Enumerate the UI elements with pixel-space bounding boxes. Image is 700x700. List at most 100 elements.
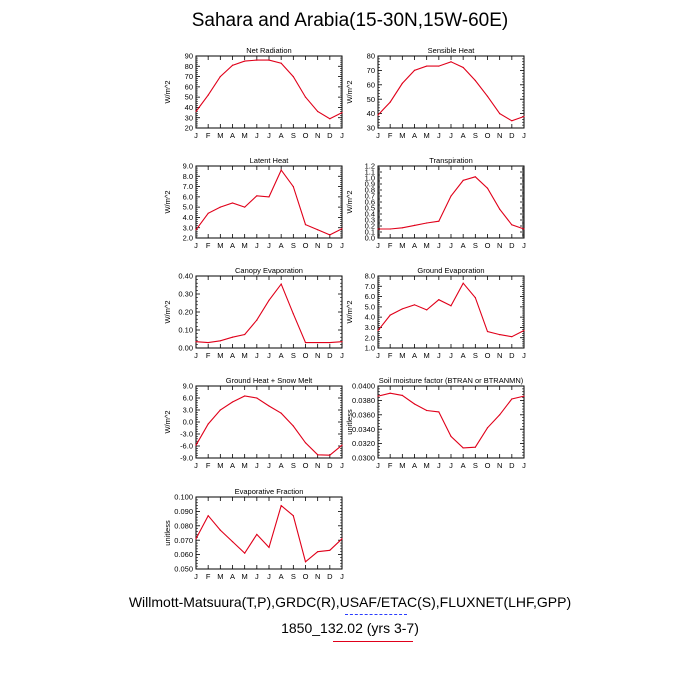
x-tick-label: J <box>255 241 259 250</box>
data-point <box>244 552 246 554</box>
data-point <box>317 551 319 553</box>
y-tick-label: 1.0 <box>365 344 375 353</box>
data-point <box>401 82 403 84</box>
x-tick-label: J <box>522 131 526 140</box>
series-line <box>195 282 343 344</box>
x-tick-label: J <box>449 241 453 250</box>
y-tick-label: 0.060 <box>174 550 193 559</box>
y-tick-label: 30 <box>185 113 193 122</box>
y-tick-label: 5.0 <box>183 203 193 212</box>
y-axis-label: W/m^2 <box>163 410 172 433</box>
panel-title: Net Radiation <box>246 46 291 55</box>
data-point <box>511 398 513 400</box>
x-tick-label: A <box>279 131 284 140</box>
y-tick-label: 0.0300 <box>352 454 375 463</box>
y-axis-label: W/m^2 <box>345 80 354 103</box>
data-point <box>292 515 294 517</box>
panel-frame <box>195 55 343 129</box>
x-tick-label: N <box>497 241 502 250</box>
y-tick-label: -3.0 <box>180 430 193 439</box>
y-tick-label: 0.050 <box>174 565 193 574</box>
data-point <box>511 120 513 122</box>
x-tick-label: A <box>461 461 466 470</box>
x-tick-label: J <box>255 572 259 581</box>
x-tick-label: A <box>412 351 417 360</box>
x-tick-label: M <box>424 241 430 250</box>
y-tick-label: 6.0 <box>183 192 193 201</box>
x-tick-label: J <box>449 461 453 470</box>
y-tick-label: 0.090 <box>174 507 193 516</box>
x-tick-label: A <box>412 241 417 250</box>
y-tick-label: 70 <box>367 66 375 75</box>
x-tick-label: F <box>206 351 211 360</box>
footer-case-label: 1850_132.02 (yrs 3-7) <box>281 620 419 636</box>
panel-frame <box>377 275 525 349</box>
x-tick-label: J <box>194 241 198 250</box>
data-point <box>280 169 282 171</box>
data-point <box>474 446 476 448</box>
data-point <box>499 113 501 115</box>
y-tick-label: 9.0 <box>183 382 193 391</box>
y-tick-label: 40 <box>185 103 193 112</box>
data-point <box>523 395 525 397</box>
data-point <box>207 342 209 344</box>
data-point <box>341 111 343 114</box>
x-tick-label: S <box>473 241 478 250</box>
data-point <box>450 195 452 197</box>
y-tick-label: 0.00 <box>178 344 193 353</box>
series-line <box>195 504 343 563</box>
y-tick-label: 0.2 <box>365 222 375 231</box>
x-tick-label: J <box>376 461 380 470</box>
x-tick-label: D <box>327 572 333 581</box>
panel-frame <box>195 165 343 239</box>
x-tick-label: D <box>327 461 333 470</box>
data-point <box>438 220 440 222</box>
y-tick-label: 1.2 <box>365 162 375 171</box>
data-point <box>401 308 403 310</box>
data-point <box>474 79 476 82</box>
y-tick-label: 7.0 <box>365 282 375 291</box>
data-point <box>377 228 379 230</box>
data-point <box>486 95 489 97</box>
data-point <box>195 538 197 540</box>
panel-6: Ground Heat + Snow Melt W/m^2 -9.0 -6.0 -3.0… <box>163 376 344 470</box>
x-tick-label: J <box>376 131 380 140</box>
x-tick-label: O <box>303 131 309 140</box>
x-tick-label: S <box>291 572 296 581</box>
x-tick-label: M <box>399 241 405 250</box>
x-tick-label: F <box>206 461 211 470</box>
data-point <box>377 329 379 332</box>
y-tick-label: 4.0 <box>183 213 193 222</box>
data-point <box>413 69 416 71</box>
data-point <box>219 75 221 78</box>
y-tick-label: 3.0 <box>183 406 193 415</box>
series-line <box>195 59 343 120</box>
y-tick-label: 50 <box>185 93 193 102</box>
x-tick-label: M <box>242 351 248 360</box>
x-tick-label: O <box>485 351 491 360</box>
y-tick-label: 4.0 <box>365 313 375 322</box>
x-tick-label: J <box>437 131 441 140</box>
x-tick-label: M <box>242 131 248 140</box>
data-point <box>377 114 379 116</box>
data-point <box>268 546 270 549</box>
y-axis-label: unitless <box>345 409 354 435</box>
data-point <box>413 224 416 226</box>
y-tick-label: 9.0 <box>183 162 193 171</box>
data-point <box>317 229 319 231</box>
panel-frame <box>195 275 343 349</box>
y-tick-label: 1.0 <box>365 174 375 183</box>
x-tick-label: D <box>327 351 333 360</box>
data-point <box>511 336 513 338</box>
y-tick-label: 60 <box>367 80 375 89</box>
y-tick-label: 0.9 <box>365 180 375 189</box>
data-point <box>317 342 319 344</box>
y-tick-label: 0.0320 <box>352 439 375 448</box>
data-point <box>256 59 258 61</box>
y-tick-label: 2.0 <box>365 333 375 342</box>
y-tick-label: 0.6 <box>365 198 375 207</box>
data-point <box>244 395 246 397</box>
series-line <box>378 176 525 230</box>
x-tick-label: J <box>340 572 344 581</box>
y-tick-label: -9.0 <box>180 454 193 463</box>
